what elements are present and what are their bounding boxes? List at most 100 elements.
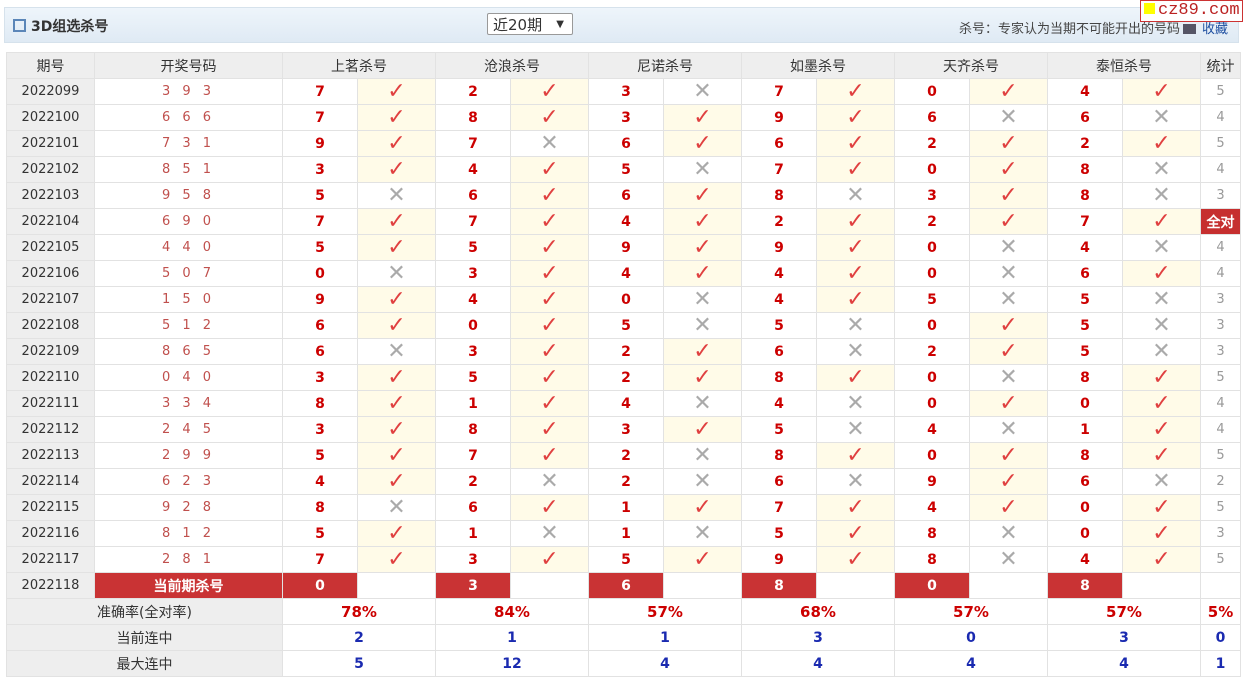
- draw-number-cell: 3 9 3: [94, 78, 283, 105]
- stat-cell: 3: [1200, 312, 1241, 339]
- cross-icon: ✕: [969, 234, 1048, 261]
- empty-cell: [1200, 572, 1241, 599]
- stat-cell: 5: [1200, 494, 1241, 521]
- check-icon: ✓: [510, 390, 589, 417]
- check-icon: ✓: [357, 156, 436, 183]
- check-icon: ✓: [510, 104, 589, 131]
- period-cell: 2022105: [6, 234, 95, 261]
- current-label: 当前期杀号: [94, 572, 283, 599]
- check-icon: ✓: [663, 364, 742, 391]
- kill-number-cell: 0: [1047, 390, 1123, 417]
- favorite-label: 收藏: [1201, 22, 1228, 37]
- kill-number-cell: 6: [588, 182, 664, 209]
- favorite-link[interactable]: 收藏: [1182, 18, 1228, 37]
- cross-icon: ✕: [663, 442, 742, 469]
- kill-number-cell: 1: [435, 520, 511, 547]
- kill-number-cell: 6: [741, 468, 817, 495]
- summary-value: 57%: [1047, 598, 1201, 625]
- current-kill-cell: 8: [1047, 572, 1123, 599]
- kill-number-cell: 0: [282, 260, 358, 287]
- cross-icon: ✕: [969, 364, 1048, 391]
- period-cell: 2022109: [6, 338, 95, 365]
- draw-number-cell: 3 3 4: [94, 390, 283, 417]
- cross-icon: ✕: [663, 468, 742, 495]
- table-row: 2022103 9 5 8 5 ✕ 6 ✓ 6 ✓ 8 ✕ 3 ✓ 8 ✕ 3: [6, 182, 1241, 209]
- kill-number-cell: 5: [435, 234, 511, 261]
- table-row: 2022115 9 2 8 8 ✕ 6 ✓ 1 ✓ 7 ✓ 4 ✓ 0 ✓ 5: [6, 494, 1241, 521]
- cross-icon: ✕: [816, 390, 895, 417]
- check-icon: ✓: [510, 338, 589, 365]
- check-icon: ✓: [1122, 416, 1201, 443]
- check-icon: ✓: [816, 208, 895, 235]
- check-icon: ✓: [357, 104, 436, 131]
- kill-number-cell: 6: [1047, 260, 1123, 287]
- kill-number-cell: 8: [435, 416, 511, 443]
- check-icon: ✓: [357, 364, 436, 391]
- kill-number-cell: 5: [282, 442, 358, 469]
- check-icon: ✓: [510, 416, 589, 443]
- header-expert: 尼诺杀号: [588, 52, 742, 79]
- period-select[interactable]: 近20期 ▼: [487, 13, 573, 35]
- stat-cell: 5: [1200, 78, 1241, 105]
- cross-icon: ✕: [357, 182, 436, 209]
- table-row: 2022117 2 8 1 7 ✓ 3 ✓ 5 ✓ 9 ✓ 8 ✕ 4 ✓ 5: [6, 546, 1241, 573]
- kill-number-cell: 5: [435, 364, 511, 391]
- header-expert: 如墨杀号: [741, 52, 895, 79]
- square-icon: [13, 19, 26, 32]
- kill-number-cell: 4: [588, 260, 664, 287]
- check-icon: ✓: [357, 286, 436, 313]
- cross-icon: ✕: [1122, 312, 1201, 339]
- kill-number-cell: 7: [435, 208, 511, 235]
- check-icon: ✓: [357, 234, 436, 261]
- check-icon: ✓: [663, 260, 742, 287]
- cross-icon: ✕: [816, 416, 895, 443]
- table-row: 2022114 6 2 3 4 ✓ 2 ✕ 2 ✕ 6 ✕ 9 ✓ 6 ✕ 2: [6, 468, 1241, 495]
- kill-number-cell: 4: [588, 390, 664, 417]
- kill-number-cell: 8: [741, 182, 817, 209]
- summary-row: 当前连中 2 1 1 3 0 3 0: [6, 624, 1241, 651]
- kill-number-cell: 6: [282, 312, 358, 339]
- check-icon: ✓: [510, 156, 589, 183]
- summary-row: 最大连中 5 12 4 4 4 4 1: [6, 650, 1241, 677]
- check-icon: ✓: [816, 286, 895, 313]
- stat-cell: 4: [1200, 104, 1241, 131]
- check-icon: ✓: [357, 390, 436, 417]
- kill-number-cell: 5: [1047, 338, 1123, 365]
- check-icon: ✓: [969, 130, 1048, 157]
- check-icon: ✓: [969, 208, 1048, 235]
- kill-number-cell: 2: [588, 364, 664, 391]
- check-icon: ✓: [1122, 208, 1201, 235]
- check-icon: ✓: [969, 338, 1048, 365]
- kill-number-cell: 0: [435, 312, 511, 339]
- dropdown-arrow-icon: ▼: [556, 19, 564, 30]
- cross-icon: ✕: [1122, 104, 1201, 131]
- check-icon: ✓: [816, 546, 895, 573]
- check-icon: ✓: [510, 234, 589, 261]
- summary-value: 4: [588, 650, 742, 677]
- kill-number-cell: 0: [894, 442, 970, 469]
- title-bar: 3D组选杀号 近20期 ▼ 杀号：专家认为当期不可能开出的号码 收藏: [4, 7, 1239, 43]
- kill-number-cell: 7: [741, 78, 817, 105]
- check-icon: ✓: [663, 416, 742, 443]
- check-icon: ✓: [357, 416, 436, 443]
- check-icon: ✓: [816, 442, 895, 469]
- draw-number-cell: 8 6 5: [94, 338, 283, 365]
- stat-cell: 4: [1200, 416, 1241, 443]
- kill-number-cell: 9: [588, 234, 664, 261]
- kill-number-cell: 7: [282, 208, 358, 235]
- check-icon: ✓: [663, 546, 742, 573]
- check-icon: ✓: [510, 182, 589, 209]
- period-cell: 2022112: [6, 416, 95, 443]
- draw-number-cell: 5 1 2: [94, 312, 283, 339]
- cross-icon: ✕: [1122, 286, 1201, 313]
- kill-number-cell: 7: [741, 494, 817, 521]
- kill-number-cell: 1: [588, 520, 664, 547]
- kill-number-cell: 4: [894, 494, 970, 521]
- kill-number-cell: 7: [282, 546, 358, 573]
- kill-number-cell: 7: [1047, 208, 1123, 235]
- kill-number-cell: 6: [435, 494, 511, 521]
- check-icon: ✓: [816, 130, 895, 157]
- kill-number-cell: 8: [741, 364, 817, 391]
- period-cell: 2022107: [6, 286, 95, 313]
- kill-number-cell: 4: [741, 286, 817, 313]
